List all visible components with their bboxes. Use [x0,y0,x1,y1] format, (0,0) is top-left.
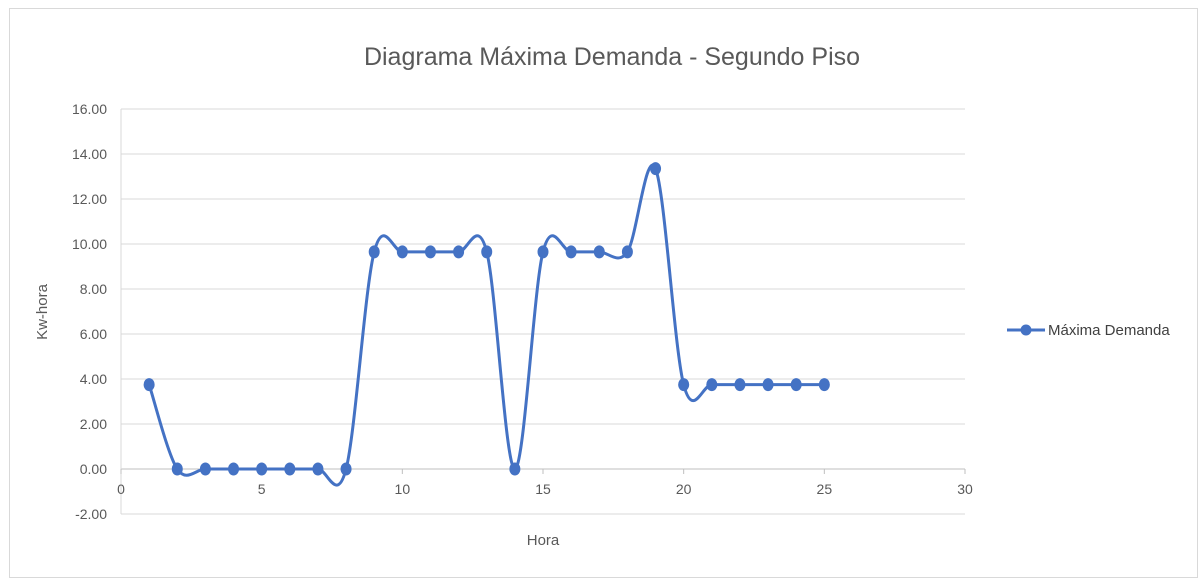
data-point [256,462,268,476]
y-tick-label: 4.00 [80,371,107,387]
data-point [340,462,352,476]
data-point [762,378,774,392]
data-point [143,378,155,392]
x-tick-label: 25 [817,481,833,497]
y-tick-label: 0.00 [80,461,107,477]
y-tick-label: 16.00 [72,101,107,117]
legend: Máxima Demanda [1007,322,1170,339]
y-tick-label: 12.00 [72,191,107,207]
data-point [593,245,605,259]
y-tick-label: 14.00 [72,146,107,162]
x-tick-label: 0 [117,481,125,497]
chart-title: Diagrama Máxima Demanda - Segundo Piso [364,43,860,71]
data-point [424,245,436,259]
data-point [706,378,718,392]
series-line [147,163,825,487]
data-point [312,462,324,476]
data-point [537,245,549,259]
x-tick-label: 10 [395,481,411,497]
legend-label: Máxima Demanda [1048,322,1170,339]
data-point [228,462,240,476]
gridlines [120,108,965,515]
y-tick-label: 10.00 [72,236,107,252]
data-point [453,245,465,259]
data-point [509,462,521,476]
data-point [678,378,690,392]
x-tick-label: 15 [535,481,551,497]
series-maxima-demanda [143,162,830,487]
y-axis-ticks: 16.00 14.00 12.00 10.00 8.00 6.00 4.00 2.00 0.00… [72,101,107,522]
data-point [621,245,633,259]
y-tick-label: 2.00 [80,416,107,432]
data-point [481,245,493,259]
data-point [284,462,296,476]
x-tick-label: 20 [676,481,692,497]
data-point [650,162,662,176]
data-point [734,378,746,392]
x-tick-label: 5 [258,481,266,497]
y-tick-label: 8.00 [80,281,107,297]
legend-marker [1020,324,1032,336]
data-point [171,462,183,476]
data-point [818,378,830,392]
data-point [199,462,211,476]
data-point [790,378,802,392]
y-tick-label: -2.00 [75,506,107,522]
chart-area [9,8,1198,578]
data-point [368,245,380,259]
y-tick-label: 6.00 [80,326,107,342]
data-point [565,245,577,259]
data-point [396,245,408,259]
y-axis-label: Kw-hora [34,283,51,340]
x-axis-ticks: 0 5 10 15 20 25 30 [117,469,973,497]
x-axis-label: Hora [527,532,560,549]
x-tick-label: 30 [957,481,973,497]
